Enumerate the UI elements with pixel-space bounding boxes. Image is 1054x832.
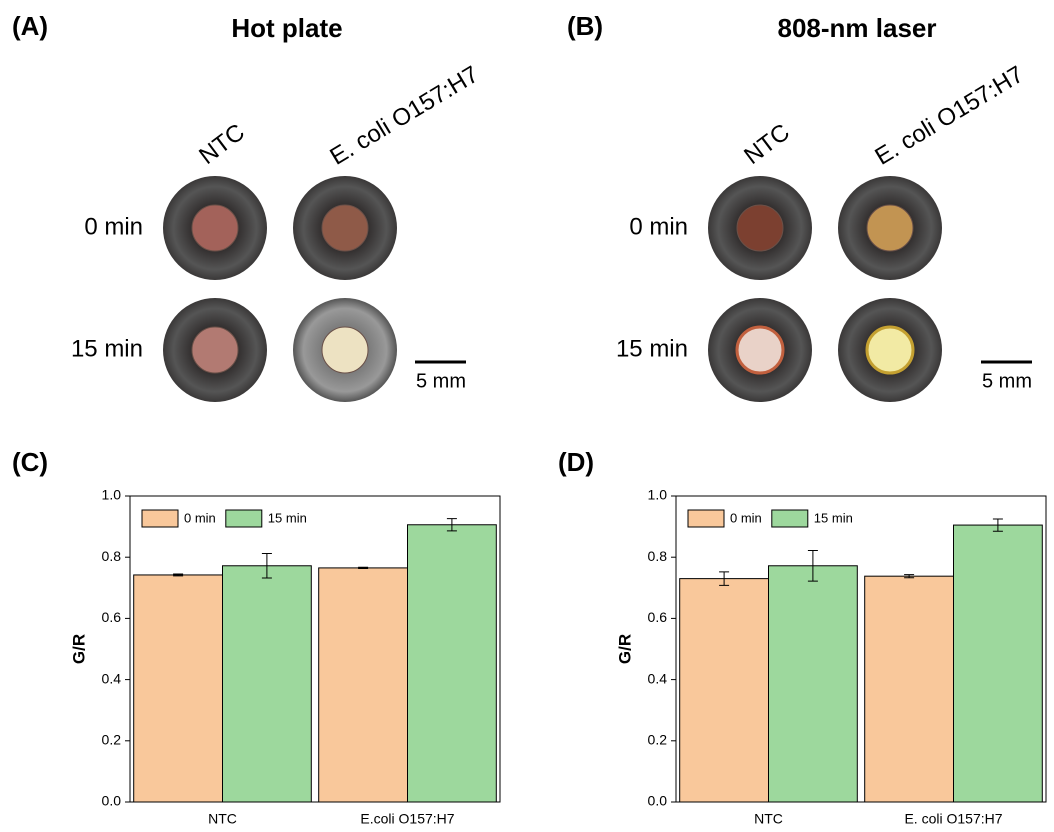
y-tick-label: 0.6 bbox=[102, 609, 122, 625]
legend-label: 0 min bbox=[184, 510, 216, 525]
sample-spot bbox=[192, 205, 238, 251]
x-tick-label: NTC bbox=[208, 811, 237, 827]
row-label: 15 min bbox=[71, 335, 143, 362]
y-tick-label: 1.0 bbox=[102, 487, 122, 503]
column-label: NTC bbox=[194, 119, 250, 170]
legend-swatch bbox=[772, 510, 808, 527]
bar bbox=[223, 566, 312, 802]
panel-title: Hot plate bbox=[231, 13, 342, 43]
panel-label: (C) bbox=[12, 447, 48, 477]
sample-spot bbox=[737, 327, 783, 373]
y-tick-label: 0.8 bbox=[648, 548, 668, 564]
bar bbox=[954, 525, 1043, 802]
sample-spot bbox=[322, 205, 368, 251]
column-label: NTC bbox=[739, 119, 795, 170]
x-tick-label: E.coli O157:H7 bbox=[360, 811, 454, 827]
y-tick-label: 0.0 bbox=[102, 793, 122, 809]
legend-label: 0 min bbox=[730, 510, 762, 525]
row-label: 0 min bbox=[84, 213, 143, 240]
sample-spot bbox=[867, 327, 913, 373]
y-axis-label: G/R bbox=[615, 634, 634, 664]
bar bbox=[319, 568, 408, 802]
column-label: E. coli O157:H7 bbox=[325, 61, 483, 171]
y-tick-label: 0.4 bbox=[102, 670, 122, 686]
sample-spot bbox=[322, 327, 368, 373]
bar bbox=[134, 575, 223, 802]
legend-label: 15 min bbox=[268, 510, 307, 525]
bar bbox=[680, 579, 769, 802]
legend-swatch bbox=[226, 510, 262, 527]
panel-label: (A) bbox=[12, 11, 48, 41]
y-axis-label: G/R bbox=[69, 634, 88, 664]
y-tick-label: 1.0 bbox=[648, 487, 668, 503]
scale-bar-label: 5 mm bbox=[982, 370, 1032, 392]
page: (A) Hot plate NTC E. coli O157:H7 0 min 15 mi… bbox=[0, 0, 1054, 832]
sample-spot bbox=[867, 205, 913, 251]
x-tick-label: E. coli O157:H7 bbox=[904, 811, 1002, 827]
figure: (A) Hot plate NTC E. coli O157:H7 0 min 15 mi… bbox=[0, 0, 1054, 832]
y-tick-label: 0.4 bbox=[648, 670, 668, 686]
panel-title: 808-nm laser bbox=[778, 13, 937, 43]
legend-swatch bbox=[142, 510, 178, 527]
panel-label: (B) bbox=[567, 11, 603, 41]
bar bbox=[769, 566, 858, 802]
y-tick-label: 0.8 bbox=[102, 548, 122, 564]
scale-bar-label: 5 mm bbox=[416, 370, 466, 392]
legend-swatch bbox=[688, 510, 724, 527]
y-tick-label: 0.2 bbox=[648, 732, 668, 748]
x-tick-label: NTC bbox=[754, 811, 783, 827]
y-tick-label: 0.2 bbox=[102, 732, 122, 748]
column-label: E. coli O157:H7 bbox=[870, 61, 1028, 171]
panel-label: (D) bbox=[558, 447, 594, 477]
sample-spot bbox=[192, 327, 238, 373]
bar bbox=[865, 576, 954, 802]
sample-spot bbox=[737, 205, 783, 251]
y-tick-label: 0.6 bbox=[648, 609, 668, 625]
y-tick-label: 0.0 bbox=[648, 793, 668, 809]
row-label: 0 min bbox=[629, 213, 688, 240]
row-label: 15 min bbox=[616, 335, 688, 362]
bar bbox=[408, 525, 497, 802]
legend-label: 15 min bbox=[814, 510, 853, 525]
